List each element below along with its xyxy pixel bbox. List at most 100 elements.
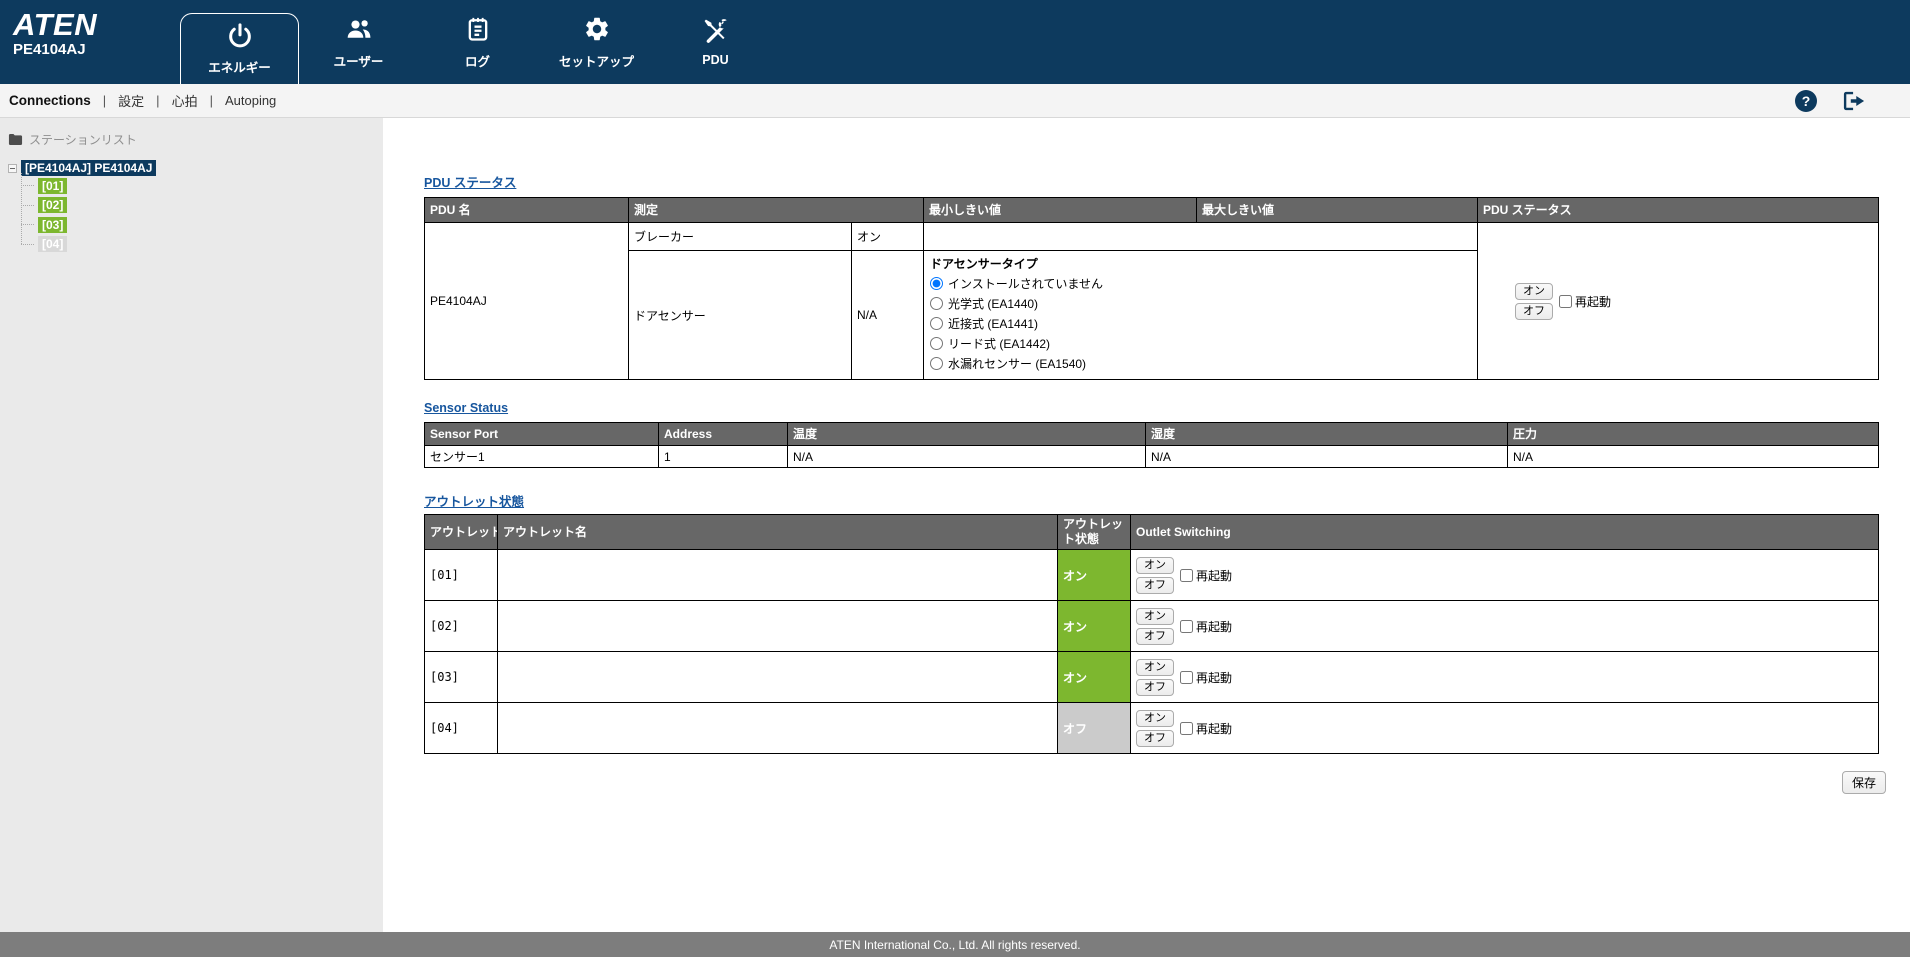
door-sensor-option: インストールされていません [930, 275, 1471, 292]
submenu-autoping[interactable]: Autoping [224, 93, 277, 108]
submenu-separator: | [102, 93, 107, 108]
outlet-row-03: [03] オン オン オフ 再起動 [424, 651, 1879, 703]
outlet-row-04: [04] オフ オン オフ 再起動 [424, 702, 1879, 754]
tree-node-outlet-02[interactable]: [02] [38, 197, 68, 214]
outlet-01-off-button[interactable]: オフ [1136, 576, 1174, 594]
door-sensor-radio-not-installed[interactable] [930, 277, 944, 290]
reboot-label: 再起動 [1196, 670, 1233, 685]
station-list-header: ステーションリスト [8, 131, 383, 148]
door-sensor-option-label: 近接式 (EA1441) [948, 317, 1039, 331]
outlet-state-badge: オン [1057, 600, 1131, 652]
pdu-reboot-checkbox[interactable] [1559, 294, 1573, 308]
outlet-id-cell: [03] [424, 651, 498, 703]
door-sensor-type-title: ドアセンサータイプ [930, 257, 1038, 271]
measure-cell: ブレーカー [628, 222, 852, 251]
tree-root-row: [PE4104AJ] PE4104AJ [8, 160, 383, 176]
outlet-table-header-row: アウトレット アウトレット名 アウトレット状態 Outlet Switching [424, 514, 1879, 550]
aten-logo: ATEN [13, 7, 98, 42]
submenu-connections[interactable]: Connections [9, 93, 91, 108]
reboot-label: 再起動 [1196, 619, 1233, 634]
reboot-label: 再起動 [1196, 721, 1233, 736]
col-sensor-port: Sensor Port [424, 422, 659, 446]
pdu-row-breaker: PE4104AJ ブレーカー オン オン オフ 再起動 [424, 222, 1880, 380]
outlet-04-off-button[interactable]: オフ [1136, 729, 1174, 747]
outlet-02-on-button[interactable]: オン [1136, 607, 1174, 625]
tab-setup[interactable]: セットアップ [537, 0, 656, 84]
door-sensor-type-cell: ドアセンサータイプ インストールされていません 光学式 (EA1440) 近接式… [923, 250, 1479, 380]
tab-label: PDU [702, 53, 729, 67]
outlet-03-off-button[interactable]: オフ [1136, 678, 1174, 696]
outlet-row-02: [02] オン オン オフ 再起動 [424, 600, 1879, 652]
door-sensor-option: 近接式 (EA1441) [930, 315, 1471, 332]
submenu-separator: | [156, 93, 160, 108]
submenu-settings[interactable]: 設定 [118, 94, 145, 109]
door-sensor-option-label: 光学式 (EA1440) [948, 297, 1039, 311]
pdu-table-header-row: PDU 名 測定 最小しきい値 最大しきい値 PDU ステータス [424, 197, 1880, 223]
tab-log[interactable]: ログ [418, 0, 537, 84]
sensor-table-header-row: Sensor Port Address 温度 湿度 圧力 [424, 422, 1879, 446]
outlet-state-badge: オフ [1057, 702, 1131, 754]
top-navbar: ATEN PE4104AJ エネルギー ユーザー ログ [0, 0, 1910, 84]
pdu-off-button[interactable]: オフ [1515, 302, 1554, 320]
main-panel: PDU ステータス PDU 名 測定 最小しきい値 最大しきい値 PDU ステー… [383, 118, 1910, 932]
col-measure: 測定 [627, 197, 925, 223]
tab-pdu[interactable]: PDU [656, 0, 775, 84]
tree-node-outlet-01[interactable]: [01] [38, 177, 68, 194]
tree-node-outlet-03[interactable]: [03] [38, 216, 68, 233]
outlet-name-cell [497, 600, 1058, 652]
outlet-switching-cell: オン オフ 再起動 [1130, 600, 1879, 652]
door-sensor-option-label: リード式 (EA1442) [948, 337, 1051, 351]
sensor-address-cell: 1 [658, 445, 788, 468]
door-sensor-option-label: 水漏れセンサー (EA1540) [948, 357, 1087, 371]
station-sidebar: ステーションリスト [PE4104AJ] PE4104AJ [01] [02] … [0, 118, 383, 932]
door-sensor-radio-proximity[interactable] [930, 317, 944, 330]
logout-icon[interactable] [1842, 90, 1866, 112]
users-icon [347, 19, 370, 38]
outlet-03-on-button[interactable]: オン [1136, 658, 1174, 676]
col-humidity: 湿度 [1145, 422, 1508, 446]
outlet-01-on-button[interactable]: オン [1136, 556, 1174, 574]
outlet-03-reboot-checkbox[interactable] [1180, 670, 1193, 684]
pdu-on-button[interactable]: オン [1515, 282, 1554, 300]
tree-outlet-row: [04] [21, 235, 383, 255]
door-sensor-radio-reed[interactable] [930, 337, 944, 350]
submenu-bar: Connections | 設定 | 心拍 | Autoping ? [0, 84, 1910, 118]
submenu-actions: ? [1795, 89, 1866, 112]
submenu-heartbeat[interactable]: 心拍 [171, 94, 198, 109]
outlet-02-off-button[interactable]: オフ [1136, 627, 1174, 645]
tab-users[interactable]: ユーザー [299, 0, 418, 84]
save-button[interactable]: 保存 [1841, 771, 1886, 794]
tree-outlet-row: [03] [21, 215, 383, 235]
tree-node-outlet-04[interactable]: [04] [38, 236, 68, 253]
outlet-04-reboot-checkbox[interactable] [1180, 721, 1193, 735]
sensor-temperature-cell: N/A [787, 445, 1146, 468]
model-name: PE4104AJ [13, 41, 86, 58]
tree-collapse-toggle[interactable] [8, 163, 17, 173]
col-pdu-status: PDU ステータス [1477, 197, 1880, 223]
door-sensor-radio-optical[interactable] [930, 297, 944, 310]
reboot-label: 再起動 [1196, 568, 1233, 583]
pdu-name-cell: PE4104AJ [424, 222, 629, 380]
power-icon [228, 23, 251, 48]
save-row: 保存 [424, 771, 1886, 794]
station-tree: [PE4104AJ] PE4104AJ [01] [02] [03] [04] [8, 160, 383, 254]
col-temperature: 温度 [787, 422, 1146, 446]
help-icon[interactable]: ? [1795, 89, 1817, 112]
outlet-name-cell [497, 702, 1058, 754]
door-sensor-option-label: インストールされていません [948, 277, 1104, 291]
outlet-01-reboot-checkbox[interactable] [1180, 568, 1193, 582]
door-sensor-radio-water-leak[interactable] [930, 357, 944, 370]
main-tabs: エネルギー ユーザー ログ セットアップ [180, 0, 775, 84]
pdu-status-cell: オン オフ 再起動 [1477, 222, 1880, 380]
folder-icon [8, 134, 23, 145]
threshold-cell-empty [923, 222, 1479, 251]
outlet-state-badge: オン [1057, 549, 1131, 601]
tab-energy[interactable]: エネルギー [180, 13, 299, 84]
col-outlet-name: アウトレット名 [497, 514, 1058, 550]
tree-node-pdu[interactable]: [PE4104AJ] PE4104AJ [21, 160, 157, 176]
tab-label: エネルギー [208, 61, 271, 75]
outlet-switching-cell: オン オフ 再起動 [1130, 702, 1879, 754]
outlet-04-on-button[interactable]: オン [1136, 709, 1174, 727]
outlet-name-cell [497, 651, 1058, 703]
outlet-02-reboot-checkbox[interactable] [1180, 619, 1193, 633]
